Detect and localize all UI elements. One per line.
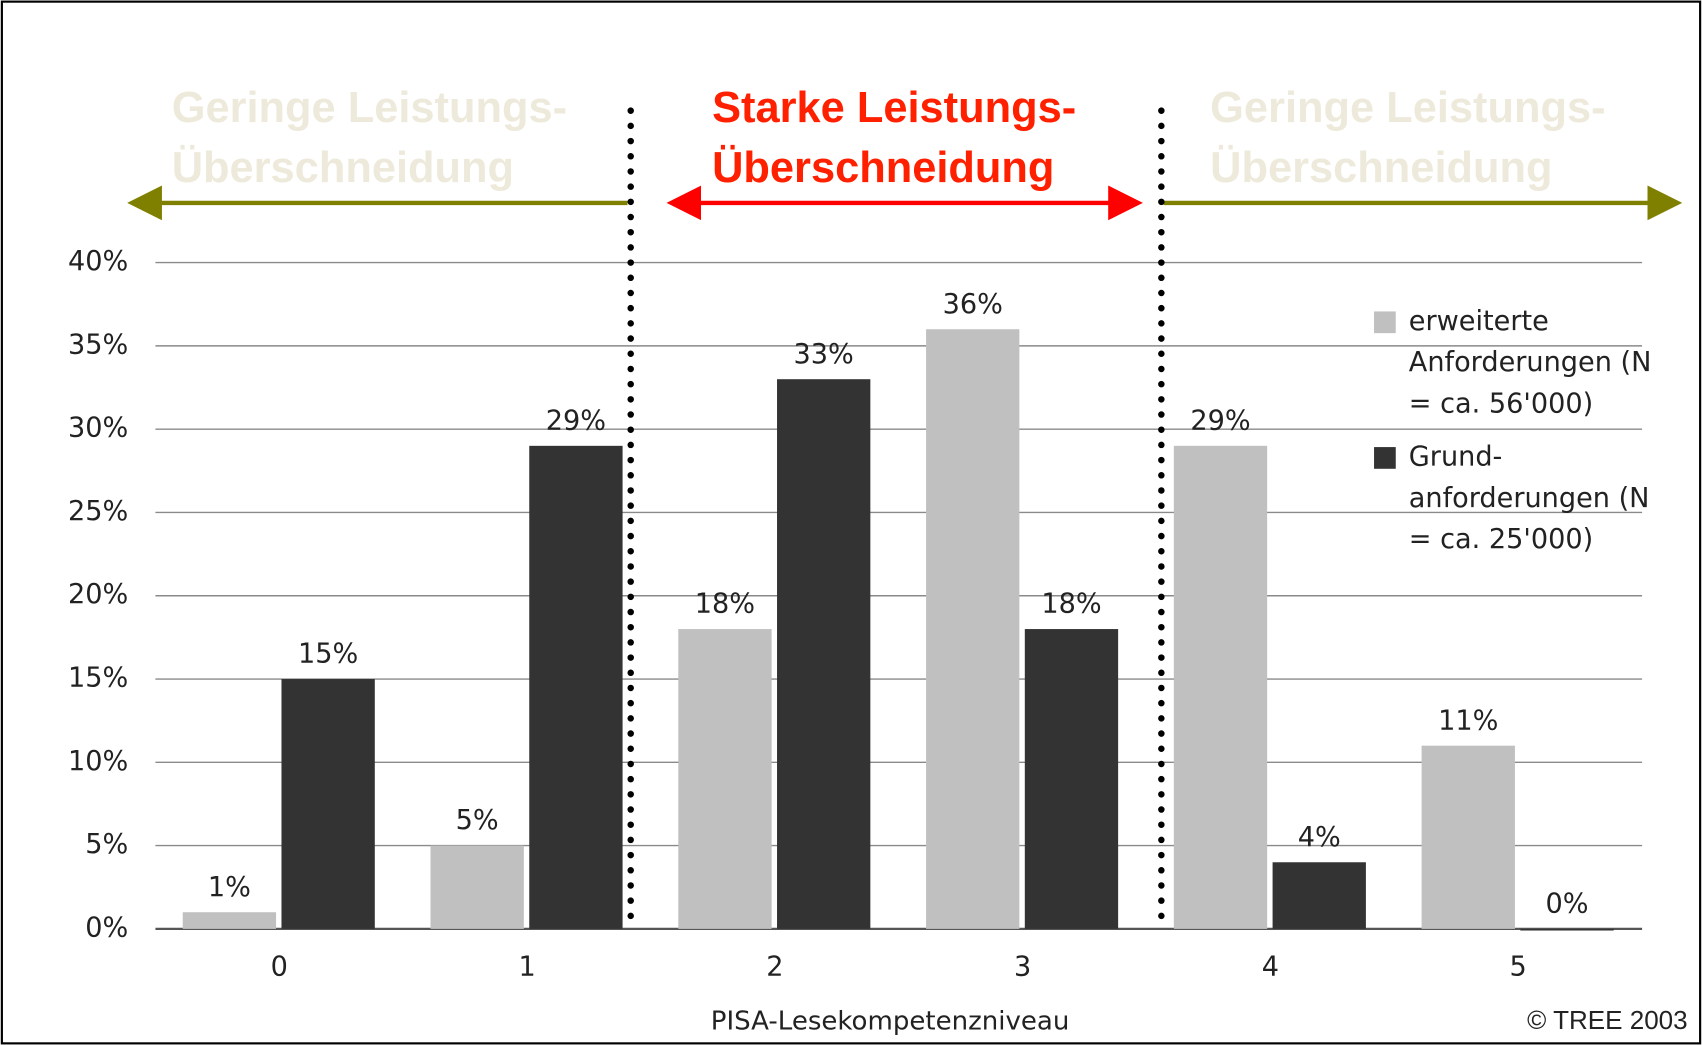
value-label: 1% — [208, 872, 251, 903]
value-label: 0% — [1546, 889, 1589, 920]
legend-swatch — [1374, 447, 1396, 469]
y-tick-label: 15% — [68, 663, 128, 694]
value-label: 15% — [298, 639, 358, 670]
x-tick-label: 0 — [271, 951, 288, 982]
value-label: 29% — [546, 405, 606, 436]
bar — [182, 912, 277, 929]
bar — [281, 679, 375, 929]
x-tick-label: 5 — [1510, 951, 1527, 982]
bar — [430, 845, 524, 929]
bar — [1173, 445, 1268, 929]
annotation: Überschneidung — [712, 144, 1054, 192]
x-tick-label: 3 — [1014, 951, 1031, 982]
value-label: 5% — [456, 805, 499, 836]
y-tick-label: 30% — [68, 413, 128, 444]
legend-label: erweiterte Anforderungen (N = ca. 56'000… — [1408, 304, 1652, 419]
x-axis-title: PISA-Lesekompetenzniveau — [711, 1007, 1070, 1037]
bar — [1024, 629, 1119, 929]
y-tick-label: 0% — [85, 912, 128, 943]
x-tick-label: 2 — [766, 951, 783, 982]
y-tick-label: 25% — [68, 496, 128, 527]
annotation: Geringe Leistungs- — [172, 84, 567, 132]
y-tick-label: 35% — [68, 329, 128, 360]
x-tick-label: 4 — [1262, 951, 1279, 982]
value-label: 29% — [1190, 405, 1250, 436]
y-tick-label: 10% — [68, 746, 128, 777]
x-tick-label: 1 — [518, 951, 535, 982]
legend-swatch — [1374, 311, 1396, 334]
y-tick-label: 5% — [85, 829, 128, 860]
legend-label: Grund-anforderungen (N = ca. 25'000) — [1408, 440, 1650, 555]
y-tick-label: 20% — [68, 579, 128, 610]
annotation: Geringe Leistungs- — [1210, 84, 1605, 132]
value-label: 11% — [1438, 705, 1498, 736]
value-label: 18% — [1041, 589, 1101, 620]
bar — [1520, 928, 1614, 931]
value-label: 18% — [695, 589, 755, 620]
y-tick-label: 40% — [68, 246, 128, 277]
annotation: Starke Leistungs- — [712, 84, 1076, 132]
legend-entry: Grund-anforderungen (N = ca. 25'000) — [1408, 440, 1650, 555]
bar — [777, 379, 871, 929]
bar — [1272, 862, 1366, 929]
value-label: 33% — [794, 339, 854, 370]
value-label: 36% — [943, 289, 1003, 320]
bar — [926, 329, 1020, 929]
bar — [529, 445, 623, 929]
bar — [1421, 745, 1515, 929]
source: © TREE 2003 — [1527, 1005, 1688, 1035]
annotation: Überschneidung — [1210, 144, 1552, 192]
value-label: 4% — [1298, 822, 1341, 853]
annotation: Überschneidung — [172, 144, 514, 192]
legend-entry: erweiterte Anforderungen (N = ca. 56'000… — [1408, 304, 1652, 419]
bar — [678, 629, 772, 929]
